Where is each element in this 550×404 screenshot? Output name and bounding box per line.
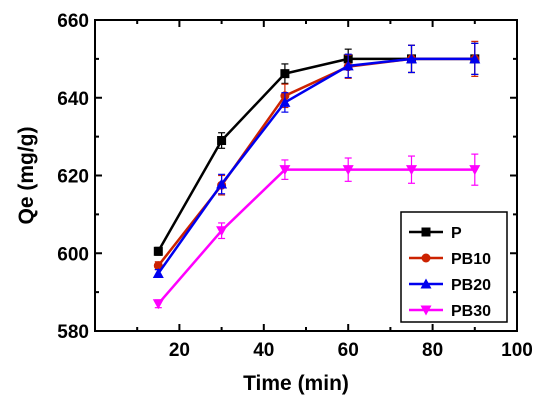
legend-label: P: [451, 225, 462, 242]
series-pb30: [152, 153, 481, 310]
x-tick-label: 20: [169, 340, 190, 361]
x-tick-label: 100: [501, 340, 533, 361]
legend-label: PB30: [451, 303, 491, 320]
legend-marker: [421, 253, 431, 263]
data-point: [342, 165, 354, 176]
data-point: [279, 96, 291, 107]
series-line: [157, 57, 475, 275]
y-tick-label: 600: [57, 244, 89, 265]
data-point: [216, 226, 228, 237]
data-point: [469, 53, 481, 64]
y-tick-label: 580: [57, 322, 89, 343]
legend-label: PB20: [451, 277, 491, 294]
legend-item-p: P: [409, 225, 462, 242]
data-point: [406, 165, 417, 176]
legend-marker: [420, 305, 432, 316]
legend-item-pb10: PB10: [409, 251, 491, 268]
legend-box: [400, 211, 508, 323]
x-tick-label: 60: [338, 340, 359, 361]
data-point: [216, 178, 228, 189]
series-layer: [152, 40, 481, 310]
legend: P PB10 PB20 PB30: [400, 211, 508, 323]
y-tick-label: 640: [57, 89, 89, 110]
data-point: [217, 136, 227, 146]
series-pb20: [152, 42, 481, 278]
x-tick-label: 80: [422, 340, 443, 361]
legend-marker: [420, 278, 432, 289]
x-axis-title: Time (min): [243, 372, 349, 395]
legend-label: PB10: [451, 251, 491, 268]
data-point: [152, 299, 164, 310]
data-point: [153, 261, 163, 271]
y-axis-title: Qe (mg/g): [15, 127, 38, 225]
series-line: [157, 168, 475, 305]
legend-marker: [421, 227, 431, 237]
data-point: [280, 69, 290, 79]
data-point: [153, 246, 163, 256]
legend-item-pb20: PB20: [409, 277, 491, 294]
data-point: [406, 53, 417, 64]
data-point: [279, 165, 291, 176]
data-point: [342, 60, 354, 71]
data-point: [152, 267, 164, 278]
y-tick-label: 620: [57, 167, 89, 188]
data-point: [469, 165, 481, 176]
x-tick-label: 40: [253, 340, 274, 361]
axes: 20 40 60 80 100 580 600 620 640 660 Time (min) Qe (…: [15, 11, 533, 395]
legend-item-pb30: PB30: [409, 303, 491, 320]
y-tick-label: 660: [57, 11, 89, 32]
